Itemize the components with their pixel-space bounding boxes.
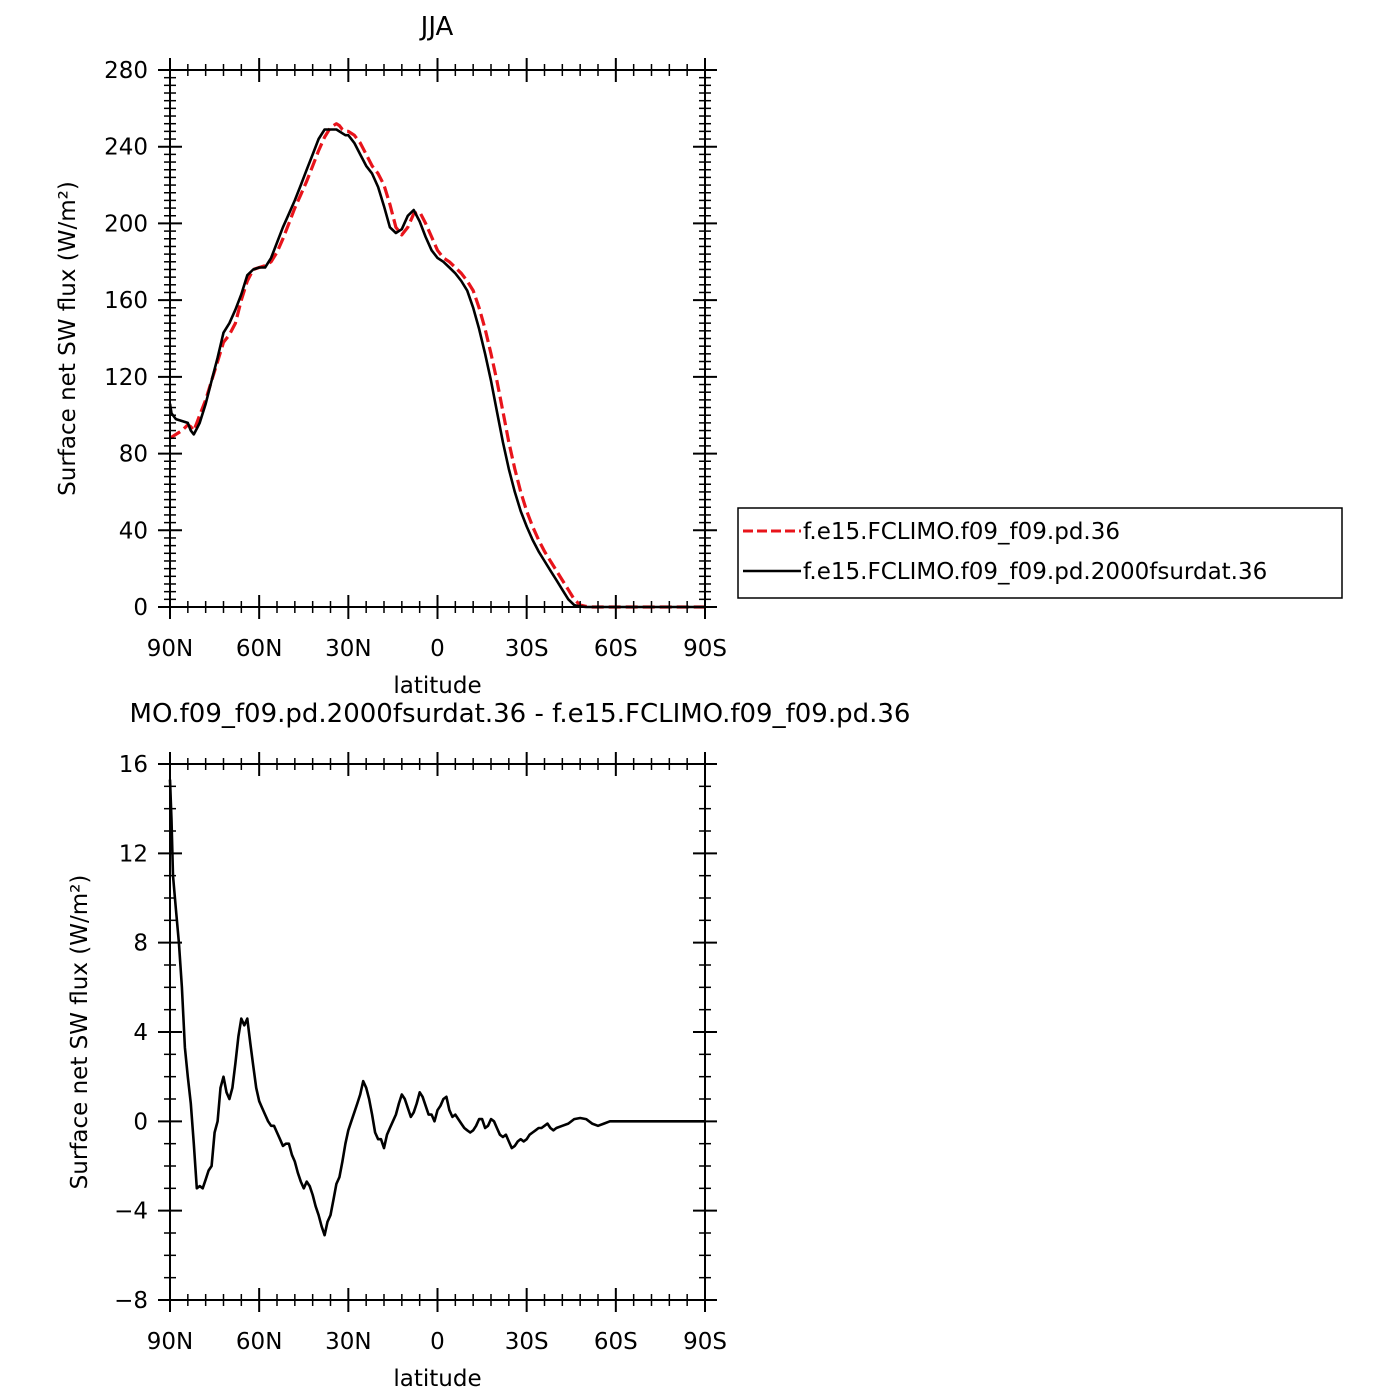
x-tick-label: 60S [594,636,638,662]
y-tick-label: −8 [114,1288,148,1314]
x-tick-label: 90S [683,1329,727,1355]
y-tick-label: 120 [104,365,148,391]
y-tick-label: 0 [133,1109,148,1135]
y-axis-label: Surface net SW flux (W/m²) [55,181,81,496]
legend-label-series-2: f.e15.FCLIMO.f09_f09.pd.2000fsurdat.36 [803,559,1267,585]
x-tick-label: 0 [430,1329,445,1355]
y-tick-label: 4 [133,1020,148,1046]
x-tick-label: 30N [325,1329,371,1355]
chart-1: JJA 0 40 80 120 160 200 240 280 90N 60N 30N 0 30S 60S 9… [55,12,727,699]
x-axis-label: latitude [393,673,481,699]
y-tick-label: 80 [119,442,148,468]
y-tick-label: 40 [119,518,148,544]
y-tick-label: 240 [104,135,148,161]
x-tick-label: 60N [236,1329,282,1355]
y-tick-label: −4 [114,1199,148,1225]
chart-title: JJA [419,12,454,42]
y-tick-label: 280 [104,58,148,84]
chart-title: MO.f09_f09.pd.2000fsurdat.36 - f.e15.FCL… [130,699,911,729]
series-line-1 [168,779,705,1237]
plot-frame [169,69,706,608]
legend-label-series-1: f.e15.FCLIMO.f09_f09.pd.36 [803,519,1120,545]
y-tick-label: 160 [104,288,148,314]
y-tick-label: 12 [119,841,148,867]
x-tick-label: 30S [505,1329,549,1355]
y-tick-label: 200 [104,211,148,237]
chart-2: MO.f09_f09.pd.2000fsurdat.36 - f.e15.FCL… [67,699,910,1392]
legend: f.e15.FCLIMO.f09_f09.pd.36 f.e15.FCLIMO.… [737,507,1343,599]
series-line-1 [169,122,705,609]
x-tick-label: 90S [683,636,727,662]
x-tick-label: 60S [594,1329,638,1355]
series-line-2 [168,128,705,609]
x-tick-label: 30N [325,636,371,662]
y-axis-label: Surface net SW flux (W/m²) [67,875,93,1190]
y-tick-label: 8 [133,931,148,957]
x-tick-label: 30S [505,636,549,662]
x-tick-label: 90N [147,636,193,662]
y-tick-label: 16 [119,752,148,778]
x-tick-label: 0 [430,636,445,662]
y-tick-label: 0 [133,595,148,621]
plot-frame [169,763,706,1301]
legend-box [737,507,1343,599]
x-tick-label: 60N [236,636,282,662]
x-axis-label: latitude [393,1366,481,1392]
x-tick-label: 90N [147,1329,193,1355]
